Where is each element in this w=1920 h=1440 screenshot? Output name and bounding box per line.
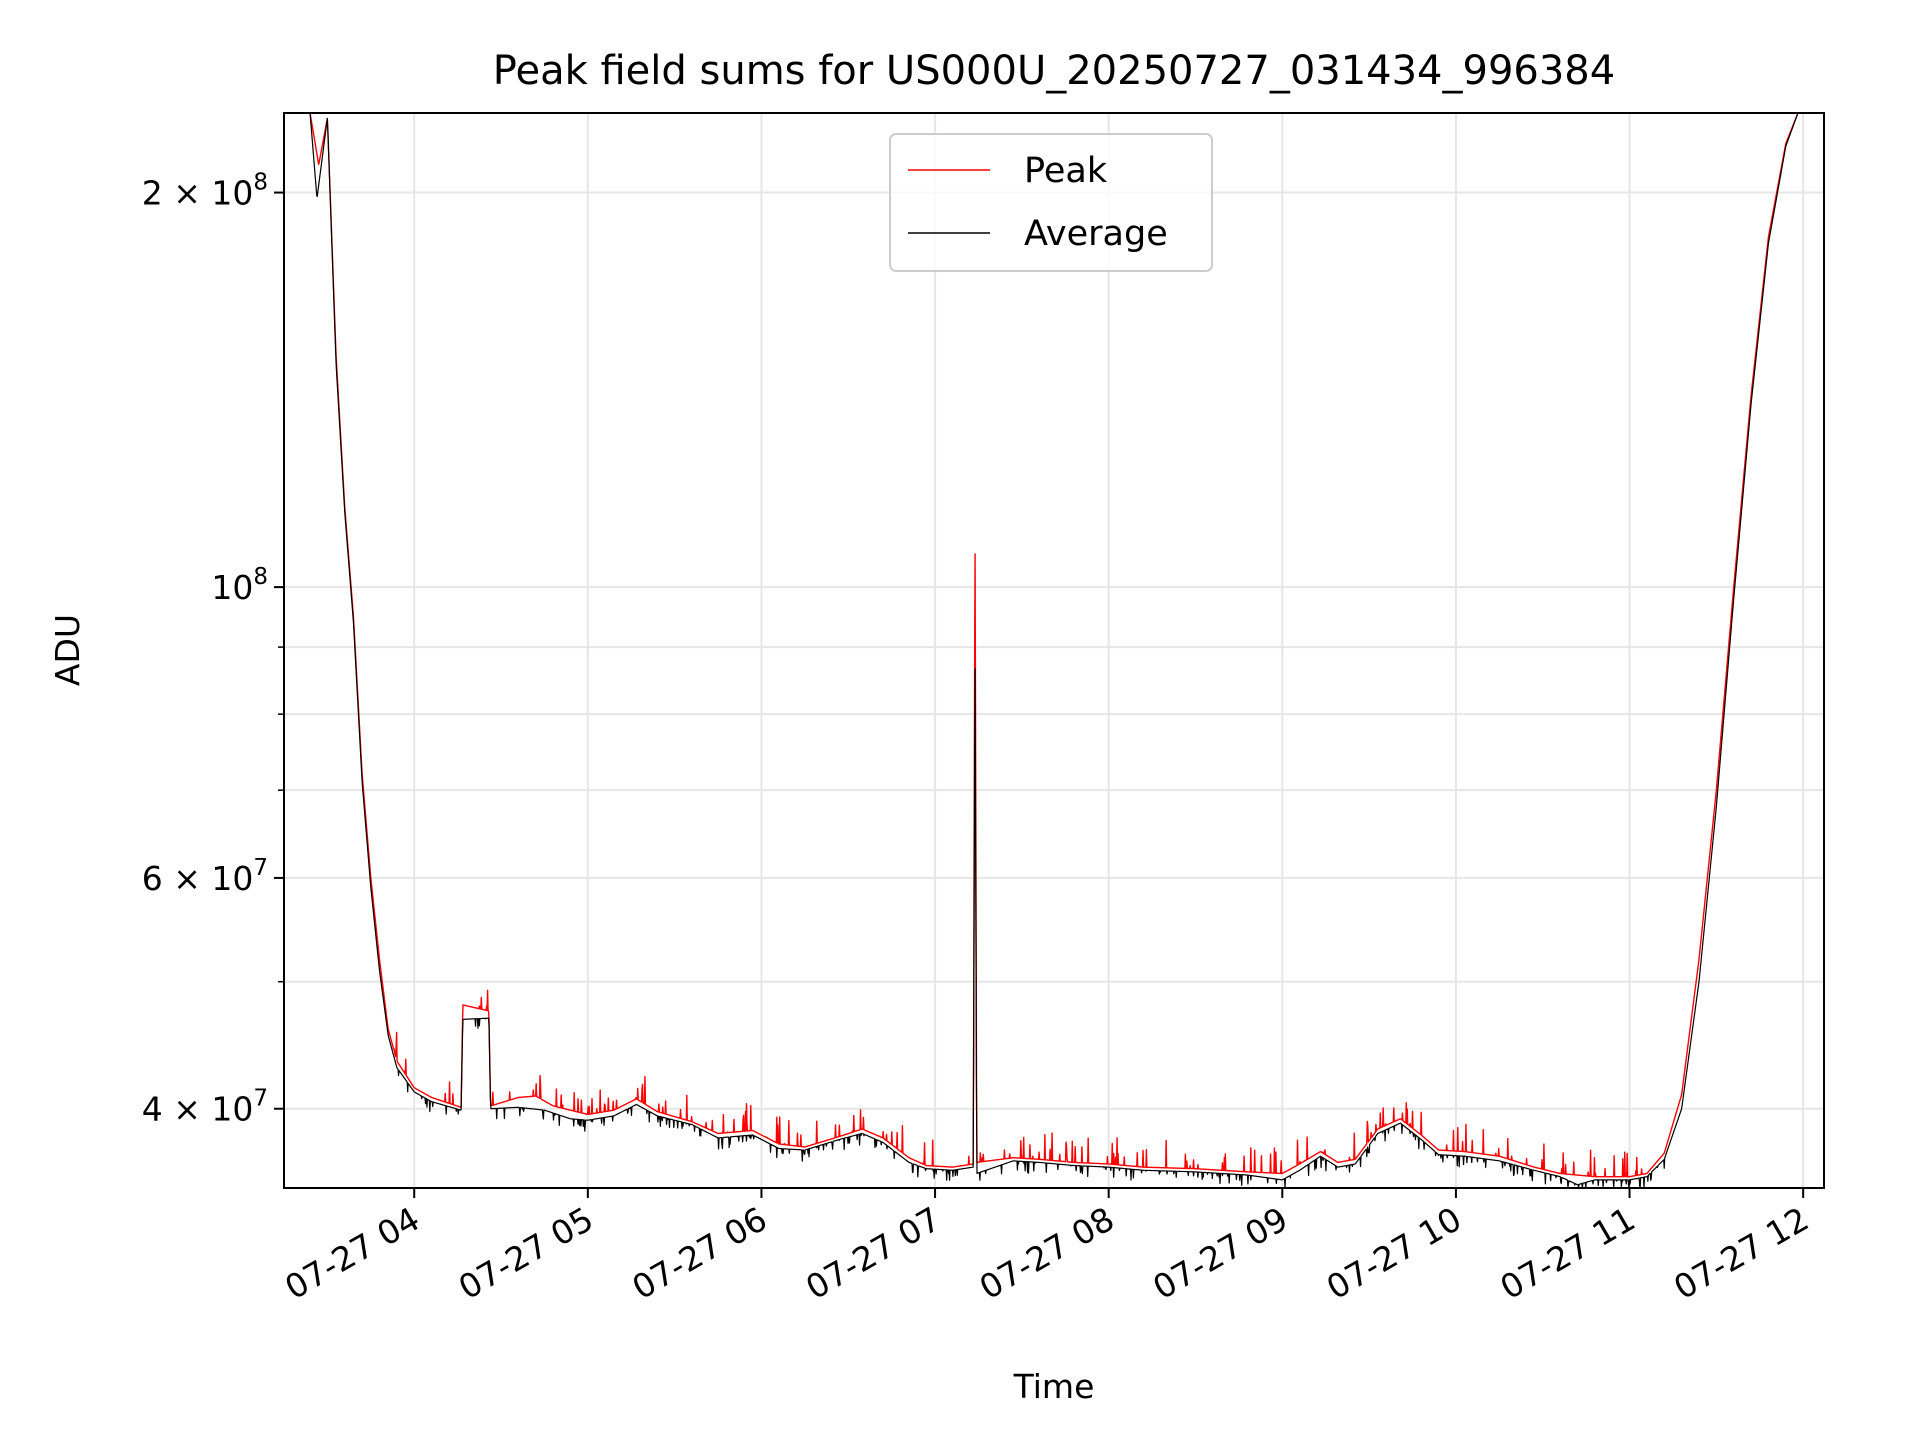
y-tick-label-exponent: 7 [253, 1086, 268, 1112]
x-axis-label: Time [1013, 1367, 1095, 1406]
legend-label-average: Average [1024, 214, 1168, 254]
series-group [283, 112, 1825, 1189]
y-tick-label-exponent: 8 [253, 170, 268, 196]
legend-frame [889, 133, 1213, 272]
y-tick-label: 4 × 107 [142, 1086, 268, 1129]
chart-title: Peak field sums for US000U_20250727_0314… [493, 48, 1615, 94]
series-line-peak [283, 112, 1825, 1178]
y-axis-label: ADU [48, 614, 87, 686]
legend: Peak Average [889, 133, 1213, 272]
y-tick-label: 6 × 107 [142, 855, 268, 898]
y-tick-label-base: 10 [211, 568, 253, 607]
y-tick-label-base: 4 × 10 [142, 1090, 254, 1129]
y-tick-label-base: 2 × 10 [142, 174, 254, 213]
y-tick-label-exponent: 7 [253, 855, 268, 881]
y-tick-label: 2 × 108 [142, 170, 268, 213]
y-tick-label-exponent: 8 [253, 564, 268, 590]
grid [284, 113, 1824, 1188]
plot-frame [283, 112, 1825, 1189]
legend-label-peak: Peak [1024, 151, 1108, 191]
y-tick-label-base: 6 × 10 [142, 859, 254, 898]
y-tick-label: 108 [211, 564, 268, 607]
series-line-average [283, 112, 1825, 1189]
